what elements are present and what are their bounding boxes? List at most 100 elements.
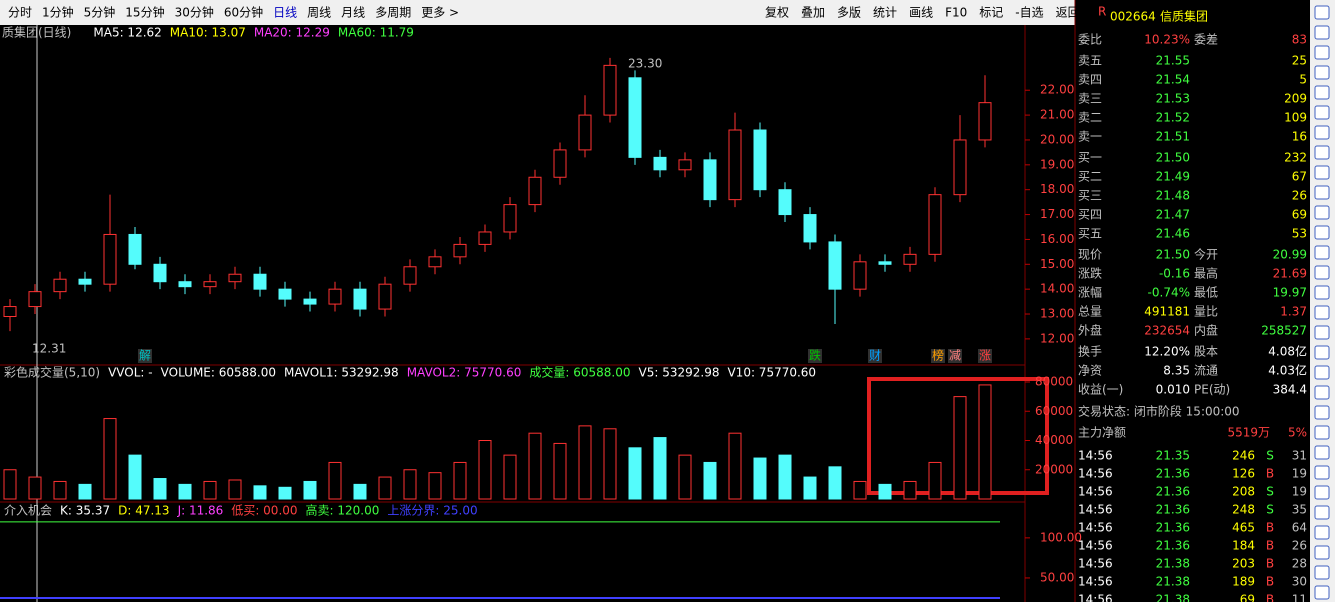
tool-icon[interactable] xyxy=(1314,585,1330,600)
book-volume: 209 xyxy=(1284,92,1307,106)
book-price: 21.46 xyxy=(1156,227,1190,241)
tool-icon[interactable] xyxy=(1314,405,1330,420)
tool-icon[interactable] xyxy=(1314,245,1330,260)
toolbar-button[interactable]: -自选 xyxy=(1015,6,1043,20)
candle-body xyxy=(928,194,942,255)
y-tick-label: 40000 xyxy=(1035,433,1073,447)
toolbar-tab[interactable]: 15分钟 xyxy=(125,5,164,20)
event-label[interactable]: 跌 xyxy=(809,348,821,363)
tool-icon[interactable] xyxy=(1314,545,1330,560)
tool-icon[interactable] xyxy=(1314,525,1330,540)
trade-side: S xyxy=(1266,449,1274,463)
event-label[interactable]: 涨 xyxy=(979,348,991,363)
book-label: 卖三 xyxy=(1078,92,1102,106)
tool-icon[interactable] xyxy=(1314,425,1330,440)
volume-bar xyxy=(678,454,692,500)
tool-icon[interactable] xyxy=(1314,25,1330,40)
trade-side: B xyxy=(1266,539,1274,553)
row-value: 10.23% xyxy=(1144,33,1190,47)
toolbar-button[interactable]: 画线 xyxy=(909,6,933,20)
tool-icon[interactable] xyxy=(1314,445,1330,460)
tool-icon[interactable] xyxy=(1314,165,1330,180)
trade-price: 21.38 xyxy=(1156,575,1190,589)
toolbar-button[interactable]: 统计 xyxy=(873,6,897,20)
tool-icon[interactable] xyxy=(1314,285,1330,300)
legend-item: 低买: 00.00 xyxy=(231,504,297,518)
tool-icon[interactable] xyxy=(1314,85,1330,100)
legend-item: MA60: 11.79 xyxy=(338,26,414,40)
toolbar-button[interactable]: 返回 xyxy=(1056,6,1080,20)
tool-icon[interactable] xyxy=(1314,505,1330,520)
y-tick-label: 20000 xyxy=(1035,462,1073,476)
volume-bar xyxy=(828,466,842,500)
toolbar-tab[interactable]: 30分钟 xyxy=(175,5,214,20)
book-label: 卖一 xyxy=(1078,130,1102,144)
tool-icon[interactable] xyxy=(1314,565,1330,580)
toolbar-button[interactable]: 叠加 xyxy=(801,6,825,20)
flow-pct: 5% xyxy=(1288,426,1307,440)
tool-icon[interactable] xyxy=(1314,185,1330,200)
tool-icon[interactable] xyxy=(1314,385,1330,400)
stat-label: 涨跌 xyxy=(1078,266,1102,281)
toolbar-button[interactable]: F10 xyxy=(945,6,967,20)
tool-icon[interactable] xyxy=(1314,65,1330,80)
trade-volume: 246 xyxy=(1232,449,1255,463)
tool-icon[interactable] xyxy=(1314,365,1330,380)
toolbar-button[interactable]: 多版 xyxy=(837,6,861,20)
tool-icon[interactable] xyxy=(1314,265,1330,280)
tool-icon[interactable] xyxy=(1314,125,1330,140)
tool-icon[interactable] xyxy=(1314,325,1330,340)
tool-icon[interactable] xyxy=(1314,145,1330,160)
volume-bar xyxy=(778,454,792,500)
toolbar-tab[interactable]: 更多 > xyxy=(421,6,459,20)
legend-item: 成交量: 60588.00 xyxy=(529,365,630,380)
candle-body xyxy=(3,306,17,318)
toolbar-tab[interactable]: 周线 xyxy=(307,6,331,20)
tool-icon[interactable] xyxy=(1314,5,1330,20)
tool-icon[interactable] xyxy=(1314,45,1330,60)
trade-count: 26 xyxy=(1292,539,1307,553)
y-tick-label: 100.00 xyxy=(1040,530,1082,544)
volume-bar xyxy=(103,418,117,500)
book-price: 21.53 xyxy=(1156,92,1190,106)
toolbar-button[interactable]: 复权 xyxy=(765,6,789,20)
tool-icon[interactable] xyxy=(1314,345,1330,360)
event-label[interactable]: 榜 xyxy=(932,348,944,363)
trade-price: 21.35 xyxy=(1156,449,1190,463)
event-label[interactable]: 减 xyxy=(949,349,961,363)
toolbar-tab[interactable]: 月线 xyxy=(341,6,365,20)
max-price-label: 23.30 xyxy=(628,56,662,70)
book-label: 买五 xyxy=(1078,227,1102,241)
tool-icon[interactable] xyxy=(1314,225,1330,240)
legend-item: MA5: 12.62 xyxy=(93,26,161,40)
trade-time: 14:56 xyxy=(1078,575,1113,589)
tool-icon[interactable] xyxy=(1314,105,1330,120)
trade-price: 21.38 xyxy=(1156,557,1190,571)
volume-bar xyxy=(178,483,192,500)
trade-count: 31 xyxy=(1292,449,1307,463)
toolbar-button[interactable]: 标记 xyxy=(979,6,1003,20)
tool-icon[interactable] xyxy=(1314,465,1330,480)
toolbar-tab[interactable]: 60分钟 xyxy=(224,5,263,20)
tool-icon[interactable] xyxy=(1314,485,1330,500)
stat-value: 232654 xyxy=(1144,324,1190,338)
volume-bar xyxy=(503,454,517,500)
toolbar-tab[interactable]: 日线 xyxy=(273,6,297,20)
toolbar-tab[interactable]: 分时 xyxy=(8,6,32,20)
trade-price: 21.36 xyxy=(1156,539,1190,553)
tool-icon[interactable] xyxy=(1314,205,1330,220)
event-label[interactable]: 解 xyxy=(139,349,151,363)
stat-label: 总量 xyxy=(1078,305,1102,319)
stat-label: 内盘 xyxy=(1194,323,1218,338)
stat-value: 4.08亿 xyxy=(1268,344,1307,359)
toolbar-tab[interactable]: 5分钟 xyxy=(84,5,116,20)
event-label[interactable]: 财 xyxy=(869,349,881,363)
toolbar-tab[interactable]: 1分钟 xyxy=(42,5,74,20)
tool-icon[interactable] xyxy=(1314,305,1330,320)
toolbar-tab[interactable]: 多周期 xyxy=(375,6,411,20)
legend-item: MAVOL1: 53292.98 xyxy=(284,366,399,380)
y-tick-label: 20.00 xyxy=(1040,132,1074,146)
trade-time: 14:56 xyxy=(1078,485,1113,499)
trade-volume: 184 xyxy=(1232,539,1255,553)
volume-bar xyxy=(353,483,367,500)
